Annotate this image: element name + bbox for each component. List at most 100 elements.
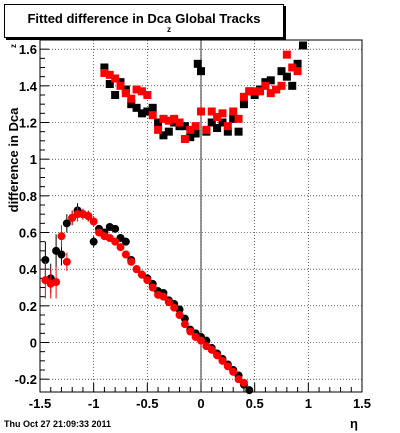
- data-point-square: [132, 85, 141, 94]
- data-point-square: [218, 109, 227, 118]
- data-point-circle: [175, 311, 184, 319]
- data-point-square: [288, 81, 297, 90]
- chart-title-box: Fitted difference in Dca Global Tracks z: [4, 4, 284, 38]
- y-tick-label: 1.2: [19, 116, 37, 131]
- data-point-circle: [57, 250, 66, 259]
- data-point-square: [207, 118, 216, 127]
- data-point-square: [213, 113, 222, 121]
- data-point-circle: [148, 283, 157, 292]
- x-tick-label: 1.5: [353, 396, 371, 411]
- data-point-square: [100, 63, 109, 72]
- y-axis-label-subscript: z: [9, 44, 18, 48]
- data-point-circle: [164, 298, 173, 307]
- x-axis-label: η: [350, 416, 358, 431]
- data-point-circle: [127, 257, 136, 266]
- x-tick-label: -0.5: [136, 396, 158, 411]
- data-point-square: [137, 109, 146, 118]
- data-point-circle: [213, 351, 222, 360]
- data-point-square: [159, 114, 168, 123]
- data-point-circle: [84, 212, 93, 220]
- data-point-circle: [143, 276, 152, 285]
- data-point-square: [111, 91, 120, 99]
- data-point-square: [148, 103, 157, 112]
- data-point-circle: [111, 224, 120, 233]
- data-point-circle: [137, 270, 146, 279]
- data-point-square: [148, 111, 157, 120]
- chart-title-subscript: z: [167, 25, 171, 34]
- data-point-square: [164, 127, 173, 136]
- data-point-square: [261, 81, 270, 90]
- data-point-circle: [245, 386, 254, 395]
- data-point-square: [186, 133, 195, 142]
- data-point-square: [282, 50, 291, 59]
- y-tick-label: 1.6: [19, 42, 37, 57]
- tick-labels: -1.5 -1 -0.5 0 0.5 1 1.5 -0.2 0 0.2 0.4 0.6 0.8 1 1.2 1…: [15, 42, 371, 411]
- data-point-circle: [121, 250, 130, 259]
- data-point-square: [143, 91, 152, 99]
- data-point-circle: [186, 327, 195, 336]
- data-point-circle: [197, 336, 205, 345]
- data-point-square: [266, 76, 275, 85]
- y-tick-label: -0.2: [15, 372, 37, 387]
- chart-title-suffix: Global Tracks: [175, 11, 261, 26]
- data-point-square: [202, 125, 211, 134]
- data-point-square: [266, 89, 275, 98]
- data-point-circle: [159, 292, 168, 301]
- data-point-square: [288, 63, 297, 72]
- data-point-circle: [52, 278, 61, 286]
- x-tick-label: 1: [305, 396, 312, 411]
- data-point-circle: [121, 237, 130, 246]
- y-tick-label: 0: [30, 336, 37, 351]
- data-point-square: [234, 114, 243, 123]
- data-point-square: [180, 122, 189, 131]
- data-point-circle: [89, 237, 98, 246]
- data-point-square: [207, 107, 216, 116]
- data-point-circle: [132, 265, 141, 274]
- data-point-square: [218, 118, 227, 127]
- data-point-circle: [89, 217, 98, 226]
- data-point-square: [180, 135, 189, 143]
- data-point-circle: [229, 367, 238, 376]
- data-point-square: [175, 118, 184, 127]
- data-point-square: [127, 94, 136, 103]
- data-point-square: [245, 87, 254, 96]
- data-point-circle: [180, 320, 189, 329]
- data-point-square: [170, 114, 179, 123]
- data-point-square: [282, 72, 291, 81]
- data-point-square: [121, 89, 130, 98]
- data-point-square: [132, 103, 141, 112]
- data-point-square: [239, 100, 248, 109]
- data-point-square: [197, 67, 205, 76]
- data-point-circle: [170, 303, 179, 312]
- y-tick-label: 0.8: [19, 189, 37, 204]
- data-point-circle: [239, 378, 248, 387]
- data-point-square: [223, 122, 232, 131]
- data-point-square: [159, 131, 168, 140]
- data-point-square: [186, 125, 195, 134]
- x-tick-label: 0: [197, 396, 204, 411]
- data-point-square: [137, 87, 146, 96]
- data-point-square: [277, 81, 286, 90]
- data-point-circle: [111, 237, 120, 246]
- data-point-square: [191, 122, 200, 131]
- data-point-square: [111, 74, 120, 83]
- data-point-square: [100, 69, 109, 77]
- data-point-circle: [116, 243, 125, 252]
- chart-title: Fitted difference in Dca Global Tracks: [5, 11, 283, 26]
- data-point-square: [239, 92, 248, 101]
- data-point-square: [213, 124, 222, 132]
- data-point-circle: [62, 219, 71, 228]
- data-point-square: [164, 116, 173, 125]
- timestamp-footer: Thu Oct 27 21:09:33 2011: [4, 419, 112, 429]
- x-tick-label: -1: [88, 396, 100, 411]
- data-point-circle: [207, 345, 216, 354]
- y-axis-label-group: difference in Dca: [6, 107, 21, 213]
- data-point-square: [293, 67, 302, 76]
- data-point-square: [229, 107, 238, 116]
- y-tick-label: 0.4: [19, 262, 38, 277]
- data-point-square: [105, 70, 114, 79]
- data-point-circle: [223, 362, 232, 371]
- data-point-square: [229, 114, 238, 123]
- data-marks: [41, 41, 307, 395]
